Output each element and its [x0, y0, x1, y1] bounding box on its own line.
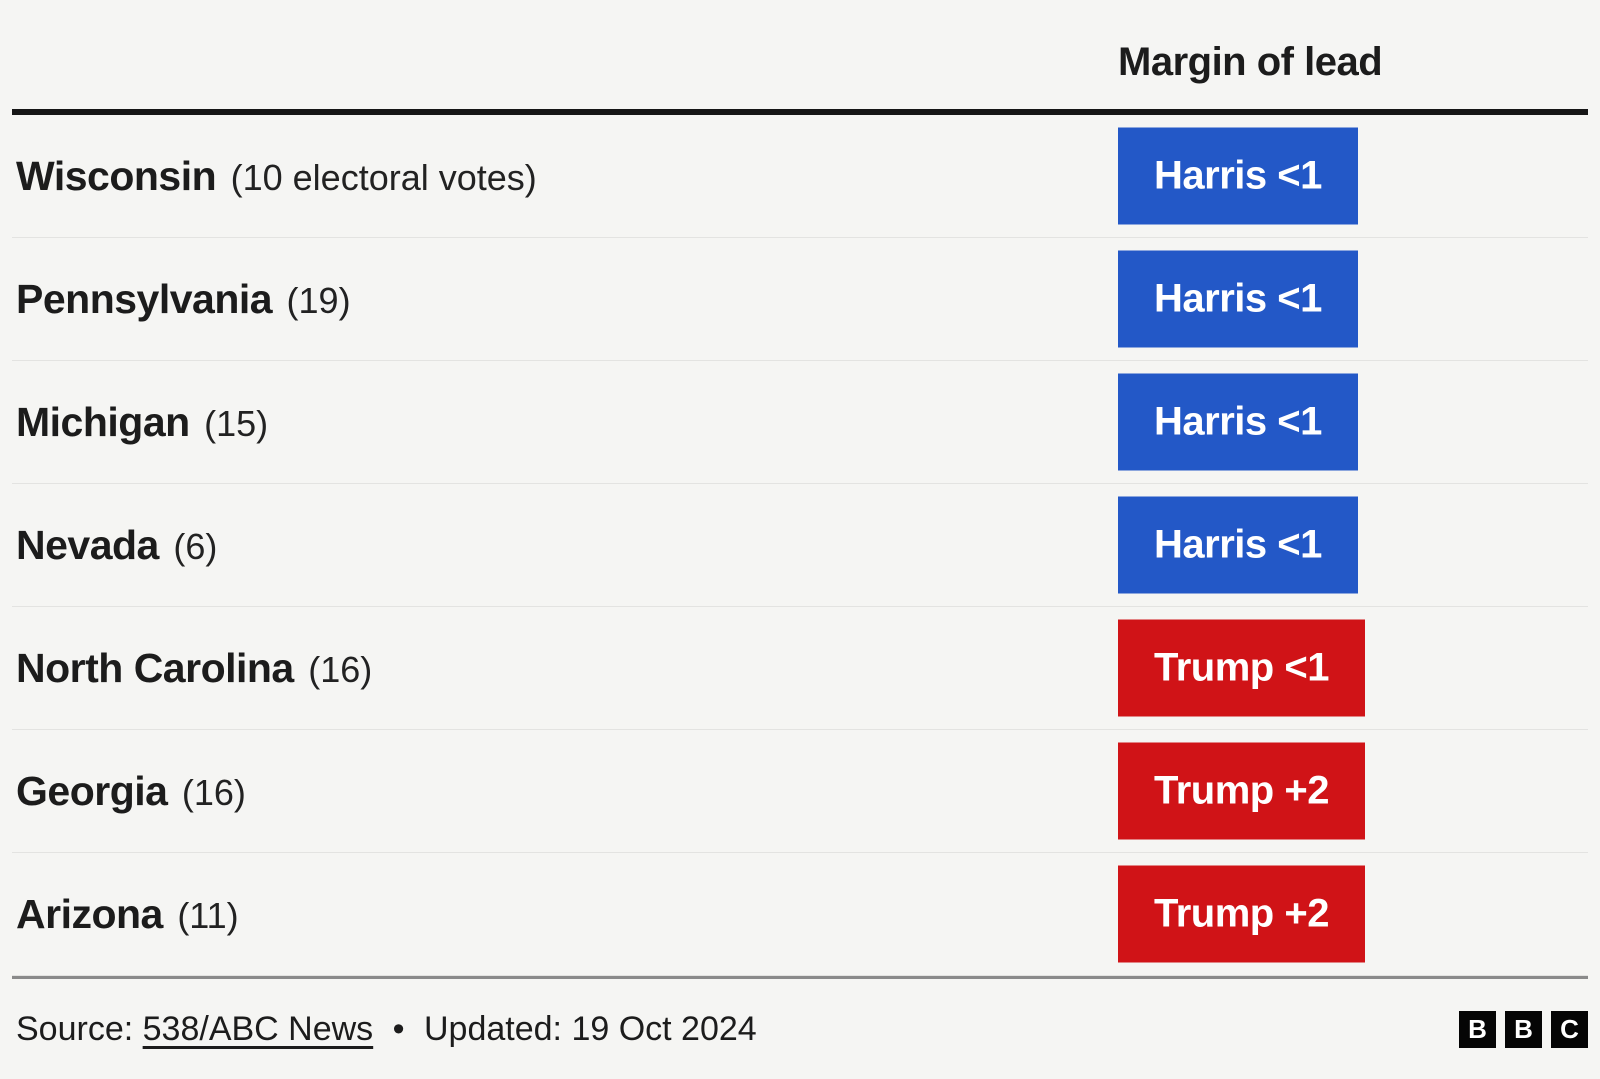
bbc-logo-block: C: [1551, 1010, 1588, 1048]
state-cell: Michigan (15): [12, 399, 268, 446]
electoral-votes: (15): [204, 402, 269, 444]
margin-badge: Harris <1: [1118, 496, 1358, 594]
state-name: Nevada: [16, 521, 159, 568]
electoral-votes: (16): [181, 771, 246, 813]
state-cell: Pennsylvania (19): [12, 276, 351, 323]
margin-badge: Trump +2: [1118, 742, 1365, 840]
margin-badge: Harris <1: [1118, 127, 1358, 225]
electoral-votes: (10 electoral votes): [230, 156, 537, 198]
state-name: Georgia: [16, 767, 168, 814]
table-row: Wisconsin (10 electoral votes) Harris <1: [12, 115, 1588, 238]
bbc-logo-block: B: [1505, 1010, 1542, 1048]
margin-badge: Trump <1: [1118, 619, 1365, 717]
table-row: Arizona (11) Trump +2: [12, 853, 1588, 976]
margin-badge: Trump +2: [1118, 865, 1365, 963]
margin-badge: Harris <1: [1118, 373, 1358, 471]
table-row: Nevada (6) Harris <1: [12, 484, 1588, 607]
margin-of-lead-column-header: Margin of lead: [1118, 40, 1383, 84]
margin-badge: Harris <1: [1118, 250, 1358, 348]
table-row: Pennsylvania (19) Harris <1: [12, 238, 1588, 361]
table-header: Margin of lead: [12, 0, 1588, 115]
table-row: North Carolina (16) Trump <1: [12, 607, 1588, 730]
state-cell: Wisconsin (10 electoral votes): [12, 153, 537, 200]
table-row: Georgia (16) Trump +2: [12, 730, 1588, 853]
state-cell: Nevada (6): [12, 522, 217, 569]
state-cell: Georgia (16): [12, 768, 246, 815]
footer-separator-dot: •: [392, 1009, 405, 1048]
electoral-votes: (6): [173, 525, 218, 567]
bbc-logo: B B C: [1459, 1010, 1588, 1048]
source-prefix: Source:: [16, 1009, 134, 1048]
source-link[interactable]: 538/ABC News: [142, 1009, 374, 1048]
state-name: Wisconsin: [16, 152, 217, 199]
electoral-votes: (11): [177, 894, 239, 936]
bbc-logo-block: B: [1459, 1010, 1496, 1048]
state-name: Michigan: [16, 398, 190, 445]
state-cell: North Carolina (16): [12, 645, 372, 692]
electoral-votes: (16): [308, 648, 373, 690]
state-name: Pennsylvania: [16, 275, 273, 322]
chart-footer: Source: 538/ABC News • Updated: 19 Oct 2…: [12, 976, 1588, 1079]
state-name: North Carolina: [16, 644, 294, 691]
source-line: Source: 538/ABC News • Updated: 19 Oct 2…: [12, 1010, 757, 1049]
updated-timestamp: Updated: 19 Oct 2024: [424, 1009, 757, 1048]
state-cell: Arizona (11): [12, 891, 239, 938]
table-row: Michigan (15) Harris <1: [12, 361, 1588, 484]
electoral-votes: (19): [286, 279, 351, 321]
state-name: Arizona: [16, 890, 163, 937]
